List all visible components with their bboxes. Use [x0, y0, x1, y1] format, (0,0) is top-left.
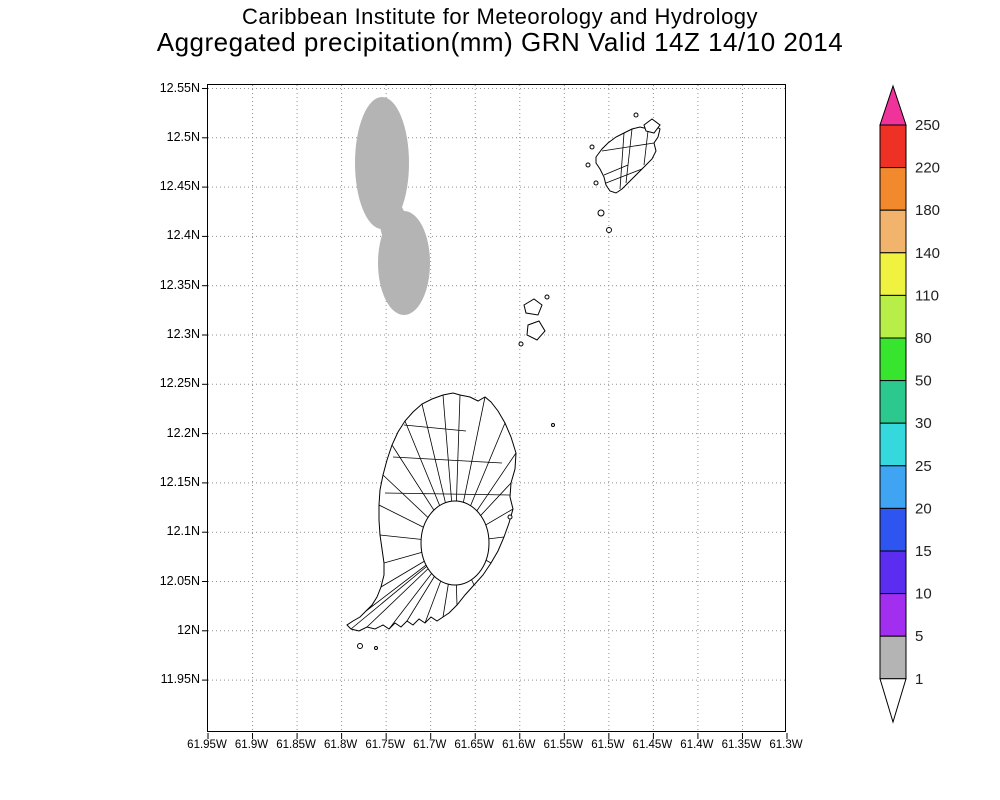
precip-layer	[355, 97, 430, 315]
x-tick-label: 61.8W	[323, 739, 358, 751]
colorbar-arrow-bottom	[879, 678, 907, 724]
colorbar-label: 25	[915, 458, 932, 475]
carriacou-boundaries	[601, 128, 655, 190]
colorbar-label: 180	[915, 202, 940, 219]
x-tick-label: 61.5W	[591, 739, 625, 751]
colorbar-segment	[879, 507, 907, 552]
y-tick-label: 12N	[177, 622, 200, 637]
colorbar-svg: 250 220 180 140 110 80 50 30 25 20 15 10 5 1	[879, 84, 940, 724]
y-tick-label: 12.55N	[159, 80, 200, 95]
islet-west-of-carriacou-1	[589, 144, 595, 150]
colorbar-label: 250	[915, 117, 940, 134]
colorbar-label: 30	[915, 415, 932, 432]
islet-les-tantes	[551, 423, 555, 427]
x-tick-label: 61.4W	[680, 739, 714, 751]
institute-title: Caribbean Institute for Meteorology and …	[241, 4, 759, 29]
x-tick-label: 61.95W	[187, 739, 227, 751]
colorbar-label: 140	[915, 245, 940, 262]
colorbar-segment	[879, 167, 907, 211]
y-tick-label: 12.45N	[159, 179, 200, 194]
colorbar-label: 15	[915, 543, 932, 560]
precip-area-upper	[355, 97, 409, 229]
y-tick-label: 12.3N	[166, 327, 200, 341]
colorbar-segment	[879, 550, 907, 595]
islet-mid-channel-2	[544, 294, 550, 300]
carriacou-coastline	[595, 124, 661, 194]
colorbar-label: 80	[915, 330, 932, 347]
colorbar-segment	[879, 252, 907, 296]
islet-north-of-carriacou	[633, 112, 639, 118]
islet-south-of-carriacou-2	[606, 227, 612, 233]
y-tick-label: 12.4N	[166, 228, 200, 243]
colorbar-segment	[879, 422, 907, 467]
colorbar-segment	[879, 337, 907, 382]
colorbar-label: 50	[915, 373, 932, 390]
islands-layer	[346, 112, 661, 650]
glover-island	[357, 643, 363, 649]
colorbar-label: 110	[915, 287, 939, 304]
colorbar: 250 220 180 140 110 80 50 30 25 20 15 10 5 1	[870, 84, 1000, 740]
y-axis-labels: 12.55N 12.5N 12.45N 12.4N 12.35N 12.3N 12.25N 1…	[120, 80, 200, 732]
x-tick-label: 61.9W	[234, 739, 269, 751]
x-tick-label: 61.7W	[413, 739, 447, 751]
colorbar-segment	[879, 209, 907, 254]
grid-layer	[202, 85, 788, 739]
x-tick-label: 61.65W	[454, 739, 495, 751]
colorbar-segment	[879, 124, 907, 169]
colorbar-label: 220	[915, 160, 940, 177]
y-tick-label: 12.05N	[159, 573, 200, 588]
colorbar-label: 10	[915, 586, 932, 603]
islet-mid-channel-1	[518, 341, 524, 347]
y-tick-label: 12.5N	[166, 129, 200, 144]
x-tick-label: 61.55W	[543, 739, 584, 751]
x-tick-label: 61.85W	[276, 739, 316, 751]
grenada-central-area	[420, 500, 490, 586]
islet-west-of-carriacou-3	[593, 180, 599, 186]
colorbar-segment	[879, 294, 907, 339]
y-tick-label: 11.95N	[160, 672, 200, 687]
x-tick-label: 61.45W	[632, 739, 673, 751]
y-tick-label: 12.1N	[166, 524, 200, 539]
colorbar-segment	[879, 380, 907, 424]
precip-area-lower	[378, 211, 430, 315]
x-tick-label: 61.6W	[502, 739, 536, 751]
x-tick-label: 61.35W	[721, 739, 762, 751]
colorbar-label: 20	[915, 500, 932, 517]
islet-east-of-grenada	[507, 514, 513, 520]
x-tick-label: 61.75W	[365, 739, 405, 751]
colorbar-label: 5	[915, 628, 923, 645]
y-tick-label: 12.2N	[166, 425, 200, 440]
map-plot-area	[202, 84, 788, 739]
y-tick-label: 12.35N	[159, 277, 200, 292]
islet-south-of-grenada	[374, 646, 378, 650]
colorbar-label: 1	[915, 671, 923, 688]
colorbar-segment	[879, 635, 907, 680]
y-tick-label: 12.15N	[159, 474, 200, 489]
colorbar-segment	[879, 593, 907, 637]
map-svg	[202, 85, 788, 739]
islet-south-of-carriacou-1	[597, 209, 605, 217]
plot-title: Aggregated precipitation(mm) GRN Valid 1…	[156, 27, 844, 57]
x-tick-label: 61.3W	[769, 739, 803, 751]
islet-ne-of-carriacou	[643, 118, 661, 134]
y-tick-label: 12.25N	[159, 376, 200, 391]
colorbar-arrow-top	[879, 84, 907, 126]
caille-island	[526, 320, 546, 341]
x-axis-labels: 61.95W 61.9W 61.85W 61.8W 61.75W 61.7W 61.65W 6…	[187, 739, 802, 755]
colorbar-segment	[879, 465, 907, 509]
ronde-island	[523, 298, 543, 316]
islet-west-of-carriacou-2	[585, 162, 591, 168]
